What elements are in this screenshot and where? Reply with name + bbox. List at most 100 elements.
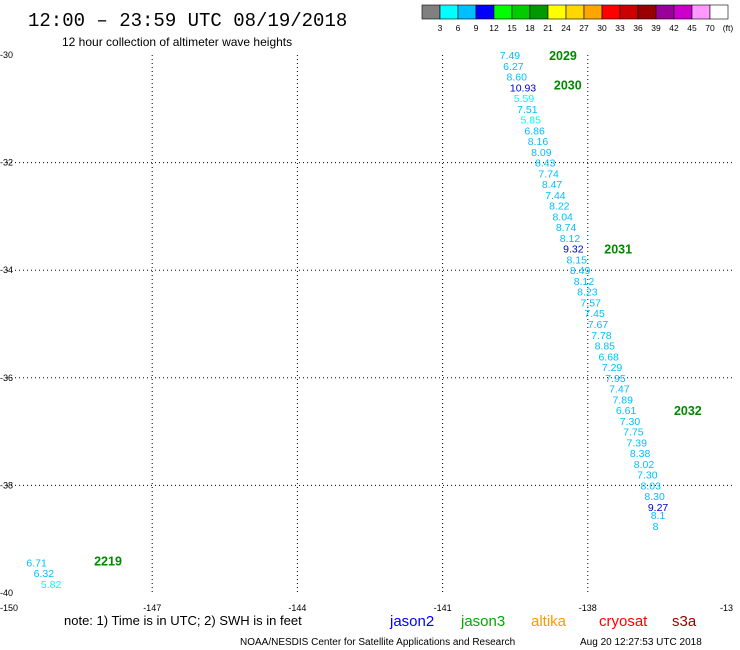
colorbar-swatch: [601, 4, 621, 20]
wave-height-label: 7.39: [627, 437, 648, 449]
colorbar-label: (ft): [723, 23, 734, 33]
colorbar-label: 36: [633, 23, 643, 33]
wave-height-label: 7.67: [588, 319, 609, 331]
wave-height-label: 8.43: [535, 158, 556, 170]
colorbar-swatch: [475, 4, 495, 20]
colorbar-label: 18: [525, 23, 535, 33]
chart-subtitle: 12 hour collection of altimeter wave hei…: [62, 35, 292, 49]
colorbar-label: 6: [456, 23, 461, 33]
credit-timestamp: Aug 20 12:27:53 UTC 2018: [580, 637, 702, 648]
wave-height-label: 5.82: [41, 579, 62, 591]
wave-height-label: 8.60: [506, 72, 527, 84]
colorbar-label: 27: [579, 23, 589, 33]
satellite-legend: jason2 jason3 altika cryosat s3a: [389, 613, 697, 630]
x-tick-label: -13: [720, 603, 733, 613]
wave-height-label: 7.47: [609, 384, 630, 396]
wave-height-label: 8.15: [567, 254, 588, 266]
pass-number-label: 2029: [549, 49, 577, 63]
wave-height-label: 6.27: [503, 61, 524, 73]
chart-title: 12:00 – 23:59 UTC 08/19/2018: [28, 10, 347, 32]
wave-height-label: 10.93: [510, 82, 536, 94]
wave-height-label: 8.47: [542, 179, 563, 191]
colorbar-label: 39: [651, 23, 661, 33]
y-tick-label: -32: [0, 158, 13, 168]
wave-height-label: 8.22: [549, 201, 570, 213]
x-tick-label: -147: [143, 603, 161, 613]
wave-height-label: 5.85: [521, 115, 542, 127]
wave-height-label: 8.12: [560, 233, 581, 245]
satellite-cryosat: cryosat: [599, 613, 648, 630]
y-tick-label: -40: [0, 588, 13, 598]
wave-height-label: 7.51: [517, 104, 538, 116]
wave-height-label: 7.89: [612, 394, 633, 406]
wave-height-label: 6.68: [598, 351, 619, 363]
wave-height-label: 8.02: [634, 459, 655, 471]
x-tick-label: -138: [579, 603, 597, 613]
color-scale-legend: 3 6 9 12 15 18 21 24 27 30 33 36 39 42 45 70 (ft): [421, 4, 734, 33]
colorbar-swatch: [511, 4, 531, 20]
wave-height-label: 7.44: [545, 190, 566, 202]
satellite-s3a: s3a: [672, 613, 697, 630]
colorbar-label: 21: [543, 23, 553, 33]
satellite-jason2: jason2: [389, 613, 434, 630]
x-tick-label: -150: [0, 603, 18, 613]
wave-height-label: 8.16: [528, 136, 549, 148]
colorbar-swatch: [691, 4, 711, 20]
colorbar-label: 15: [507, 23, 517, 33]
pass-labels: 2029 2030 2031 2032 2219: [94, 49, 702, 569]
colorbar-label: 30: [597, 23, 607, 33]
wave-height-label: 8.03: [641, 480, 662, 492]
colorbar-label: 9: [474, 23, 479, 33]
colorbar-swatch: [673, 4, 693, 20]
wave-height-label: 8.23: [577, 287, 598, 299]
wave-height-label: 7.30: [637, 470, 658, 482]
colorbar-label: 45: [687, 23, 697, 33]
colorbar-swatch: [529, 4, 549, 20]
wave-height-label: 8.85: [595, 341, 616, 353]
wave-height-label: 8.1: [651, 510, 666, 522]
colorbar-swatch: [637, 4, 657, 20]
wave-height-label: 8.30: [644, 491, 665, 503]
wave-height-label: 9.32: [563, 244, 584, 256]
pass-number-label: 2032: [674, 404, 702, 418]
colorbar-swatch: [439, 4, 459, 20]
wave-height-label: 7.49: [500, 50, 521, 62]
wave-height-label: 8.49: [570, 265, 591, 277]
wave-height-label: 7.74: [538, 168, 559, 180]
colorbar-swatch: [493, 4, 513, 20]
wave-height-label: 8.38: [630, 448, 651, 460]
credit-center: NOAA/NESDIS Center for Satellite Applica…: [240, 637, 515, 648]
colorbar-label: 33: [615, 23, 625, 33]
wave-height-label: 6.86: [524, 125, 545, 137]
colorbar-swatch: [709, 4, 729, 20]
colorbar-swatch: [547, 4, 567, 20]
wave-height-label: 7.57: [581, 297, 602, 309]
wave-height-label: 7.95: [605, 373, 626, 385]
wave-height-label: 7.29: [602, 362, 623, 374]
footer-note: note: 1) Time is in UTC; 2) SWH is in fe…: [64, 613, 302, 628]
colorbar-label: 42: [669, 23, 679, 33]
satellite-jason3: jason3: [460, 613, 505, 630]
colorbar-label: 70: [705, 23, 715, 33]
colorbar-swatch: [619, 4, 639, 20]
wave-height-label: 9.27: [648, 502, 669, 514]
colorbar-swatch: [583, 4, 603, 20]
x-tick-label: -141: [434, 603, 452, 613]
pass-number-label: 2030: [554, 79, 582, 93]
pass-number-label: 2031: [604, 243, 632, 257]
colorbar-swatch: [655, 4, 675, 20]
satellite-altika: altika: [531, 613, 567, 630]
wave-height-label: 7.45: [584, 308, 605, 320]
colorbar-swatch: [421, 4, 441, 20]
wave-height-label: 7.78: [591, 330, 612, 342]
x-axis-ticks: -150 -147 -144 -141 -138 -13: [0, 603, 733, 613]
colorbar-label: 3: [438, 23, 443, 33]
wave-height-label: 7.30: [620, 416, 641, 428]
colorbar-label: 24: [561, 23, 571, 33]
wave-height-label: 8.12: [574, 276, 595, 288]
y-tick-label: -38: [0, 480, 13, 490]
x-tick-label: -144: [288, 603, 306, 613]
wave-height-label: 7.75: [623, 427, 644, 439]
y-tick-label: -30: [0, 50, 13, 60]
